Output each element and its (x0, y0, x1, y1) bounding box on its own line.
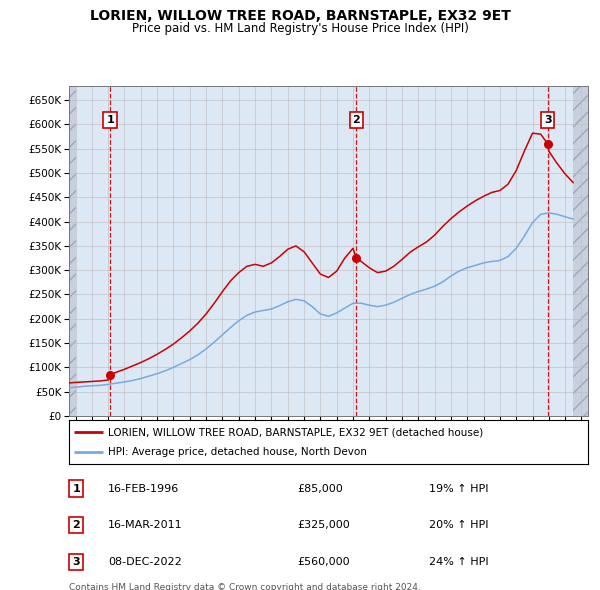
Text: 24% ↑ HPI: 24% ↑ HPI (429, 557, 488, 566)
Text: 2: 2 (73, 520, 80, 530)
Bar (574, 86, 598, 416)
Text: LORIEN, WILLOW TREE ROAD, BARNSTAPLE, EX32 9ET: LORIEN, WILLOW TREE ROAD, BARNSTAPLE, EX… (89, 9, 511, 23)
Text: 2: 2 (353, 115, 360, 125)
Bar (69, 86, 76, 416)
Text: LORIEN, WILLOW TREE ROAD, BARNSTAPLE, EX32 9ET (detached house): LORIEN, WILLOW TREE ROAD, BARNSTAPLE, EX… (108, 427, 483, 437)
Text: 16-FEB-1996: 16-FEB-1996 (108, 484, 179, 493)
Text: 1: 1 (73, 484, 80, 493)
Text: 3: 3 (544, 115, 551, 125)
Text: 1: 1 (106, 115, 114, 125)
Text: HPI: Average price, detached house, North Devon: HPI: Average price, detached house, Nort… (108, 447, 367, 457)
Text: £325,000: £325,000 (297, 520, 350, 530)
Text: £560,000: £560,000 (297, 557, 350, 566)
Text: 16-MAR-2011: 16-MAR-2011 (108, 520, 182, 530)
Text: £85,000: £85,000 (297, 484, 343, 493)
Text: Contains HM Land Registry data © Crown copyright and database right 2024.
This d: Contains HM Land Registry data © Crown c… (69, 583, 421, 590)
Text: 20% ↑ HPI: 20% ↑ HPI (429, 520, 488, 530)
Text: Price paid vs. HM Land Registry's House Price Index (HPI): Price paid vs. HM Land Registry's House … (131, 22, 469, 35)
Text: 3: 3 (73, 557, 80, 566)
Text: 19% ↑ HPI: 19% ↑ HPI (429, 484, 488, 493)
Text: 08-DEC-2022: 08-DEC-2022 (108, 557, 182, 566)
